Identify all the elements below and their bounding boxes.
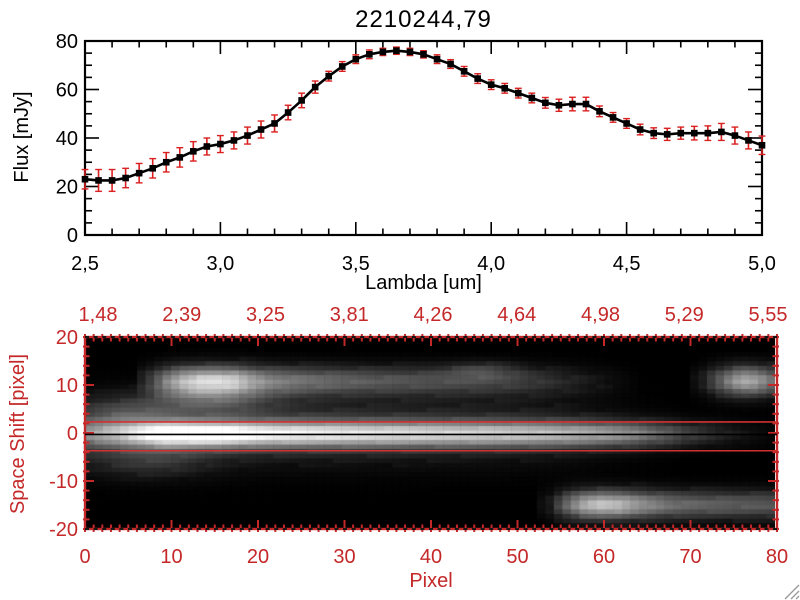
flux-spectrum-plot: 2,5 3,0 3,5 4,0 4,5 5,0 0 20 40 60 80 [56, 31, 776, 275]
svg-text:40: 40 [56, 128, 78, 150]
svg-text:10: 10 [56, 375, 78, 397]
svg-text:-20: -20 [49, 519, 78, 541]
svg-text:0: 0 [67, 423, 78, 445]
svg-text:10: 10 [160, 546, 182, 568]
svg-text:3,25: 3,25 [246, 304, 285, 326]
svg-text:30: 30 [333, 546, 355, 568]
space-shift-axis-label: Space Shift [pixel] [7, 353, 29, 515]
svg-text:4,64: 4,64 [497, 304, 536, 326]
svg-text:4,98: 4,98 [581, 304, 620, 326]
svg-text:-10: -10 [49, 471, 78, 493]
spectral-image-heatmap [86, 338, 775, 528]
svg-text:1,48: 1,48 [79, 304, 118, 326]
lambda-axis-label: Lambda [um] [365, 272, 482, 294]
svg-text:4,5: 4,5 [613, 253, 641, 275]
svg-text:60: 60 [593, 546, 615, 568]
svg-text:4,26: 4,26 [414, 304, 453, 326]
flux-axis-label: Flux [mJy] [11, 91, 33, 183]
svg-text:0: 0 [67, 225, 78, 247]
svg-text:50: 50 [506, 546, 528, 568]
svg-text:5,0: 5,0 [748, 253, 776, 275]
svg-text:3,5: 3,5 [342, 253, 370, 275]
svg-text:5,55: 5,55 [749, 304, 788, 326]
spectral-image-axes: 1,48 2,39 3,25 3,81 4,26 4,64 4,98 5,29 5,55 0 10 2… [49, 304, 788, 568]
svg-text:20: 20 [56, 177, 78, 199]
svg-text:20: 20 [56, 327, 78, 349]
svg-text:3,0: 3,0 [206, 253, 234, 275]
svg-text:40: 40 [420, 546, 442, 568]
svg-text:4,0: 4,0 [477, 253, 505, 275]
svg-text:0: 0 [79, 546, 90, 568]
svg-text:70: 70 [679, 546, 701, 568]
svg-text:2,5: 2,5 [71, 253, 99, 275]
svg-text:80: 80 [766, 546, 788, 568]
resize-grip[interactable] [784, 584, 800, 600]
svg-text:2,39: 2,39 [162, 304, 201, 326]
svg-text:20: 20 [247, 546, 269, 568]
svg-text:5,29: 5,29 [665, 304, 704, 326]
svg-text:60: 60 [56, 80, 78, 102]
pixel-axis-label: Pixel [409, 570, 453, 592]
svg-text:80: 80 [56, 31, 78, 53]
svg-text:3,81: 3,81 [330, 304, 369, 326]
plot-title: 2210244,79 [355, 6, 492, 33]
